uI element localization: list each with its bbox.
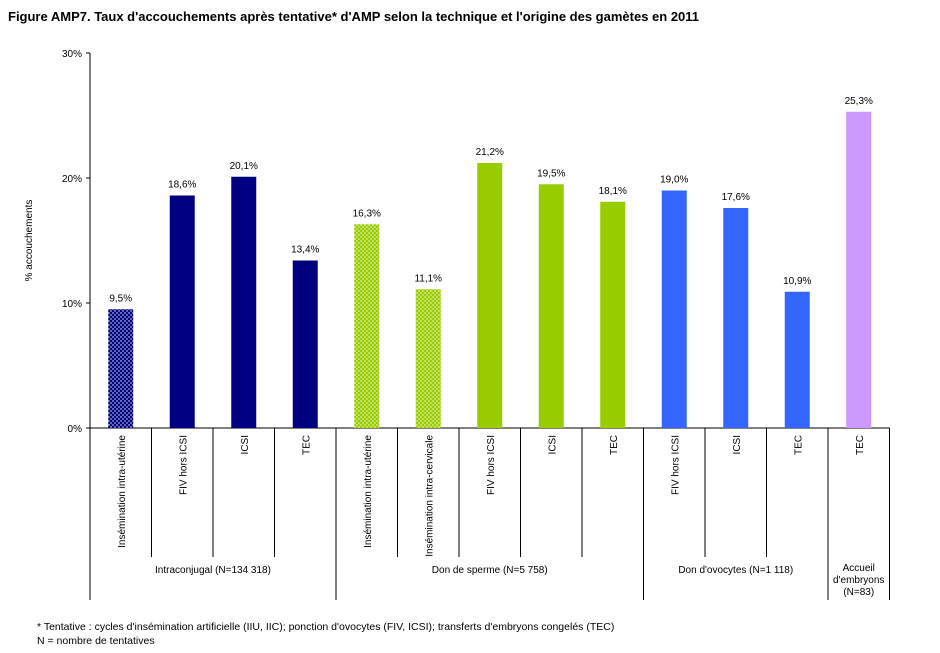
bar [292, 260, 318, 428]
bar [600, 201, 626, 428]
group-label: Don de sperme (N=5 758) [432, 565, 548, 576]
y-tick-label: 30% [62, 49, 82, 60]
bar [784, 291, 810, 428]
bar [538, 184, 564, 428]
bar [108, 309, 134, 428]
x-category-label: Insémination intra-utérine [363, 435, 374, 548]
x-category-label: TEC [609, 435, 620, 455]
footnote-tentative: * Tentative : cycles d'insémination arti… [37, 621, 615, 633]
y-tick-label: 10% [62, 299, 82, 310]
x-category-label: TEC [793, 435, 804, 455]
bar [169, 195, 195, 428]
chart-title: Figure AMP7. Taux d'accouchements après … [8, 9, 700, 24]
bar-value-label: 13,4% [291, 245, 319, 256]
y-tick-label: 0% [68, 424, 83, 435]
x-category-label: TEC [855, 435, 866, 455]
bar-value-label: 10,9% [783, 276, 811, 287]
x-category-label: ICSI [240, 435, 251, 454]
bar-value-label: 17,6% [722, 192, 750, 203]
footnote-n: N = nombre de tentatives [37, 635, 155, 647]
bar [723, 208, 749, 428]
bar-value-label: 16,3% [353, 208, 381, 219]
y-tick-label: 20% [62, 174, 82, 185]
bar [415, 289, 441, 428]
bar-value-label: 18,1% [599, 186, 627, 197]
x-category-label: ICSI [732, 435, 743, 454]
x-category-label: TEC [301, 435, 312, 455]
group-label: Accueil d'embryons (N=83) [833, 563, 884, 598]
bar-value-label: 21,2% [476, 147, 504, 158]
bar [231, 176, 257, 428]
bar [661, 190, 687, 428]
x-category-label: ICSI [547, 435, 558, 454]
bar-value-label: 20,1% [230, 161, 258, 172]
bar [354, 224, 380, 428]
bar-value-label: 18,6% [168, 180, 196, 191]
group-label: Don d'ovocytes (N=1 118) [678, 565, 793, 576]
bar-value-label: 19,5% [537, 168, 565, 179]
group-label-line: (N=83) [843, 587, 874, 598]
x-category-label: FIV hors ICSI [178, 435, 189, 495]
group-label-line: Accueil [843, 563, 875, 574]
x-category-label: FIV hors ICSI [486, 435, 497, 495]
bar-value-label: 19,0% [660, 175, 688, 186]
bar-value-label: 11,1% [414, 273, 442, 284]
bar-value-label: 25,3% [845, 96, 873, 107]
y-axis-label: % accouchements [24, 200, 35, 282]
bar-value-label: 9,5% [109, 293, 132, 304]
group-label: Intraconjugal (N=134 318) [155, 565, 271, 576]
x-category-label: Insémination intra-utérine [117, 435, 128, 548]
x-category-label: FIV hors ICSI [670, 435, 681, 495]
group-label-line: d'embryons [833, 575, 884, 586]
bar [846, 111, 872, 428]
x-category-label: Insémination intra-cervicale [424, 435, 435, 557]
bar [477, 163, 503, 428]
